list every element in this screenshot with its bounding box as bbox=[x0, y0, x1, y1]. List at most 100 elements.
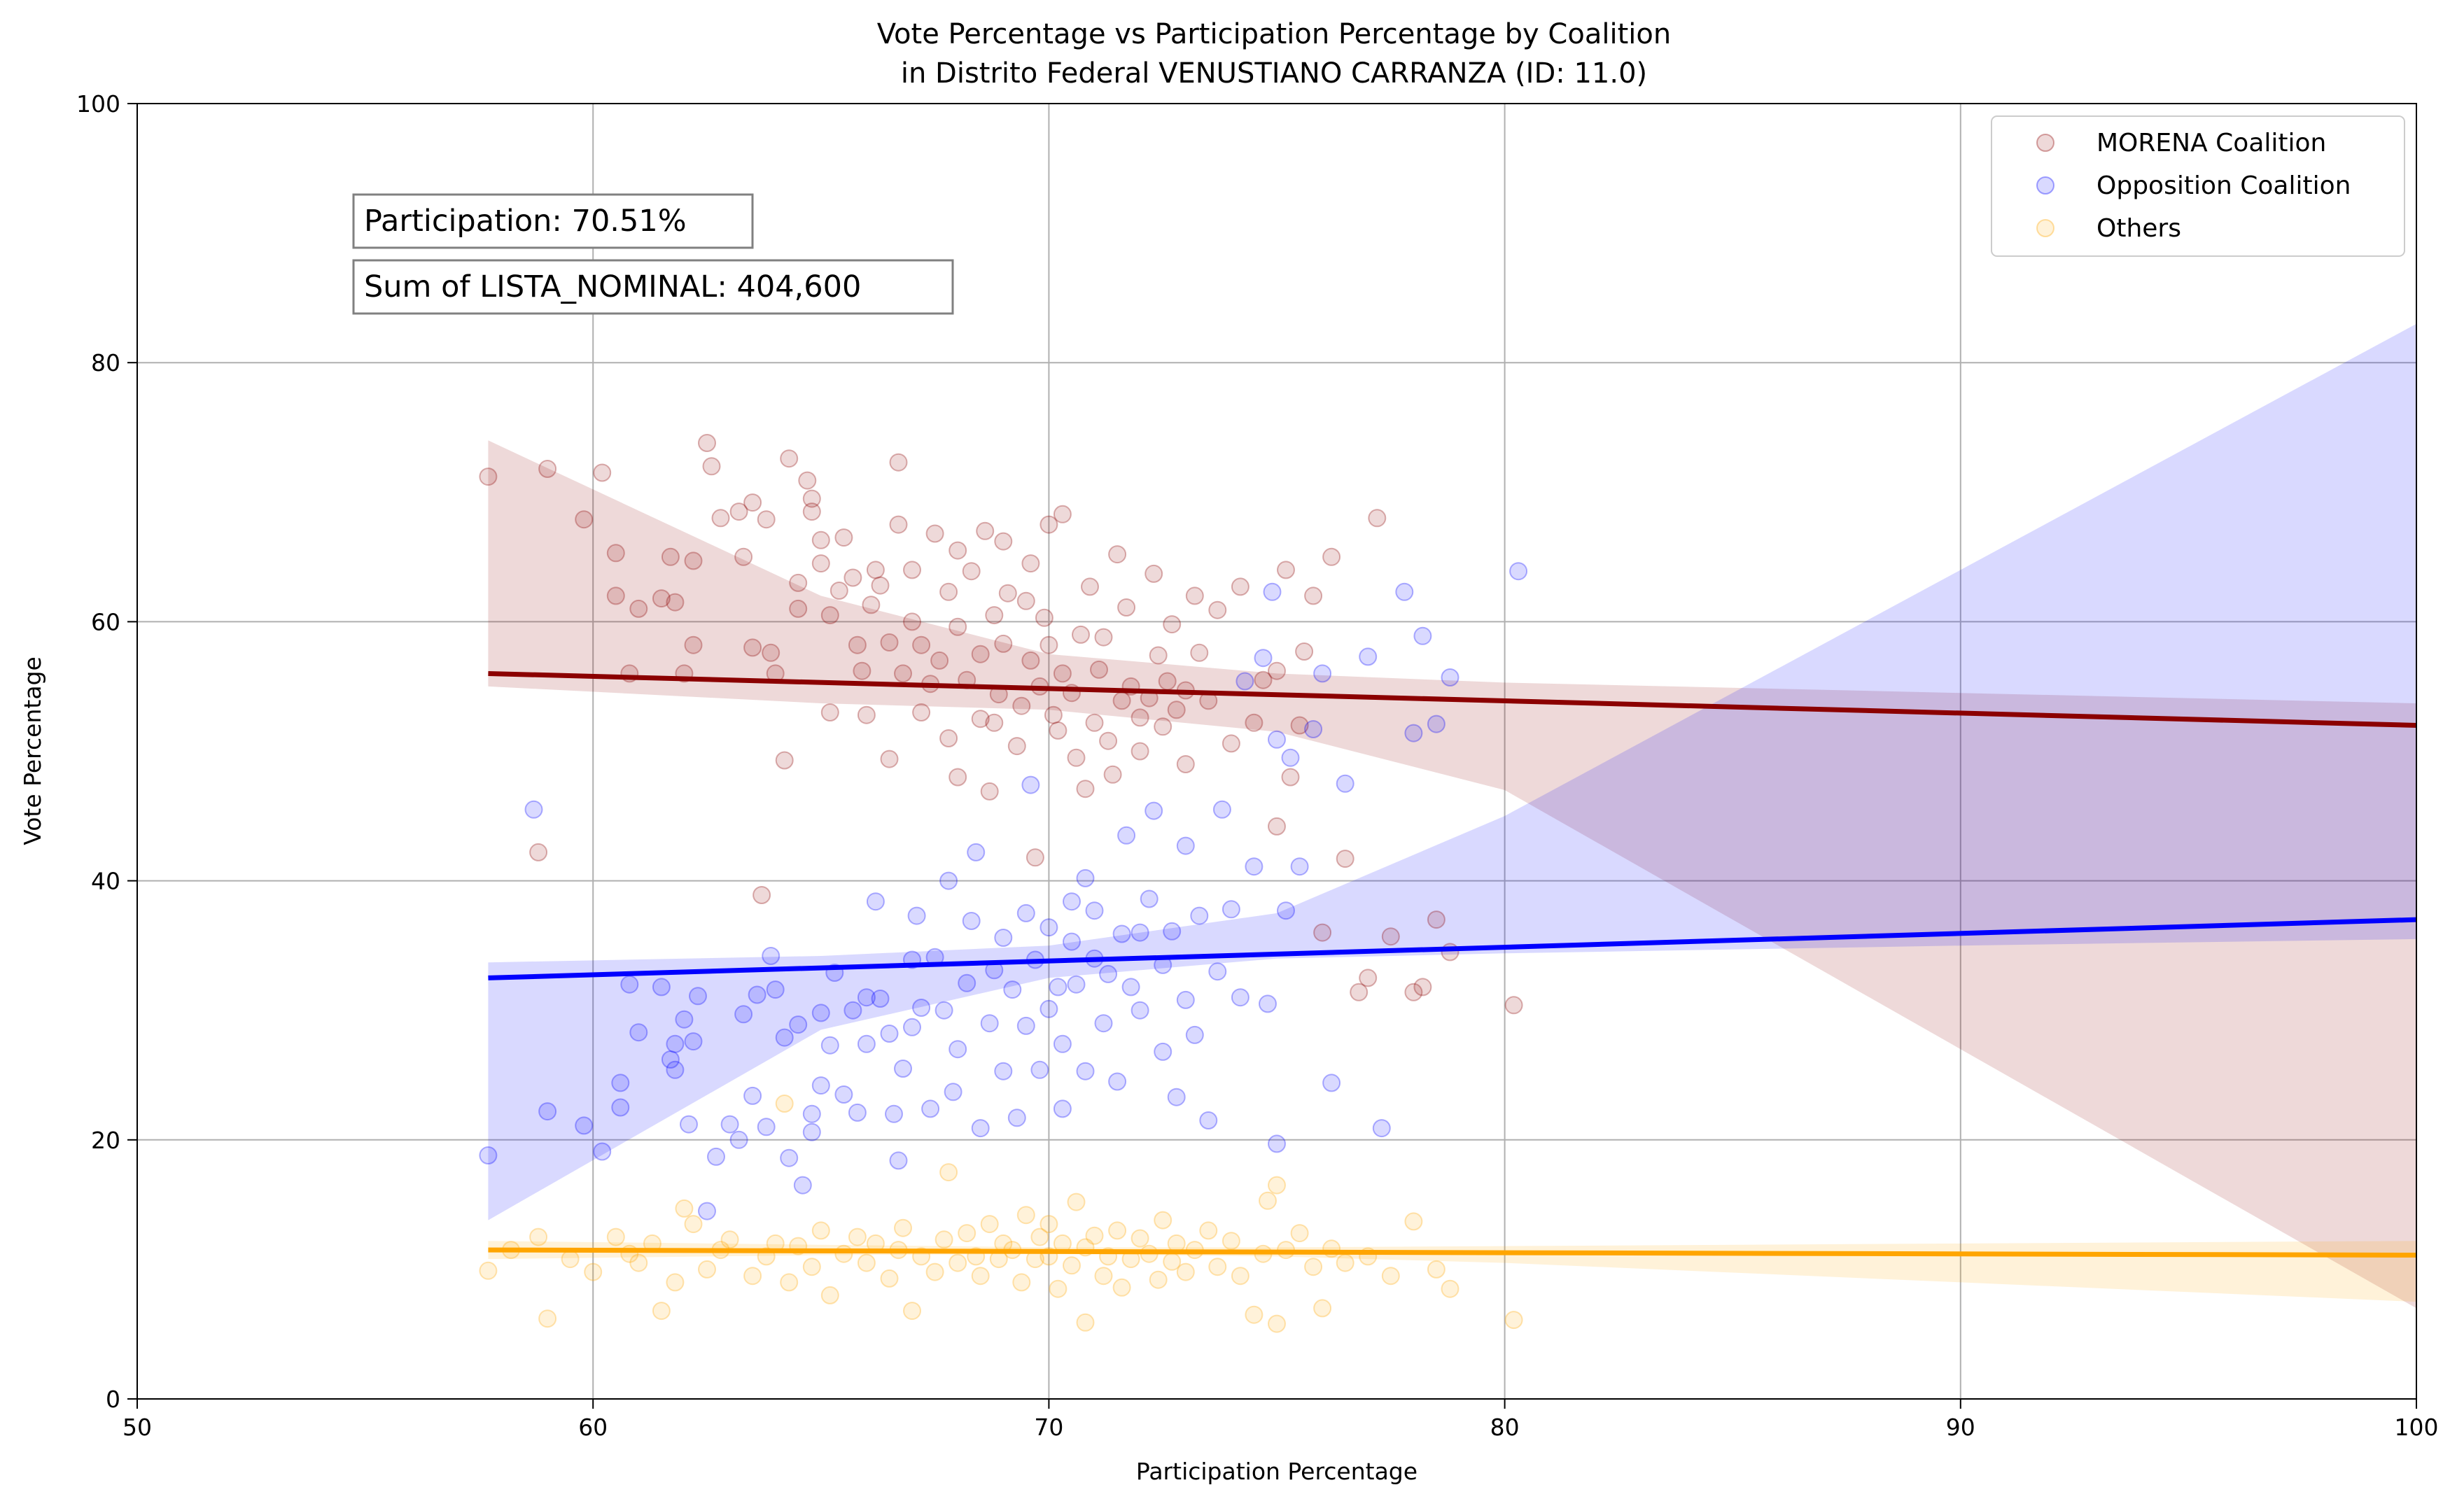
point-opposition-coalition bbox=[748, 985, 766, 1004]
point-others bbox=[629, 1253, 648, 1272]
point-opposition-coalition bbox=[1040, 918, 1058, 937]
point-others bbox=[652, 1302, 671, 1321]
point-opposition-coalition bbox=[757, 1118, 776, 1136]
chart-title-line-1: Vote Percentage vs Participation Percent… bbox=[877, 18, 1671, 50]
scatter-points bbox=[479, 434, 1528, 1333]
point-opposition-coalition bbox=[780, 1148, 799, 1167]
trend-line-opposition-coalition bbox=[488, 917, 2417, 980]
point-opposition-coalition bbox=[1130, 923, 1149, 942]
point-opposition-coalition bbox=[1030, 1060, 1049, 1079]
point-opposition-coalition bbox=[1063, 892, 1081, 911]
point-others bbox=[1313, 1299, 1332, 1318]
point-morena-coalition bbox=[1117, 598, 1136, 617]
point-others bbox=[1130, 1229, 1149, 1248]
point-morena-coalition bbox=[1158, 672, 1177, 691]
point-morena-coalition bbox=[1021, 554, 1040, 573]
point-morena-coalition bbox=[780, 449, 799, 468]
point-morena-coalition bbox=[912, 635, 931, 654]
y-tick-label: 40 bbox=[91, 868, 120, 895]
point-morena-coalition bbox=[1281, 768, 1300, 787]
point-morena-coalition bbox=[939, 729, 958, 747]
point-morena-coalition bbox=[1067, 748, 1086, 767]
point-morena-coalition bbox=[844, 568, 862, 587]
point-opposition-coalition bbox=[967, 843, 986, 861]
point-morena-coalition bbox=[1313, 923, 1332, 942]
point-morena-coalition bbox=[1185, 586, 1204, 605]
point-morena-coalition bbox=[976, 521, 995, 540]
point-morena-coalition bbox=[1144, 564, 1163, 583]
point-opposition-coalition bbox=[1199, 1111, 1218, 1130]
point-morena-coalition bbox=[948, 617, 967, 636]
point-morena-coalition bbox=[1304, 586, 1323, 605]
point-others bbox=[1067, 1192, 1086, 1211]
point-opposition-coalition bbox=[793, 1176, 812, 1195]
point-morena-coalition bbox=[998, 584, 1017, 603]
point-opposition-coalition bbox=[1007, 1109, 1026, 1127]
point-morena-coalition bbox=[894, 664, 912, 683]
point-morena-coalition bbox=[652, 589, 671, 608]
point-others bbox=[1381, 1267, 1400, 1286]
point-opposition-coalition bbox=[1085, 901, 1104, 920]
point-morena-coalition bbox=[889, 453, 908, 472]
point-others bbox=[1404, 1212, 1423, 1231]
point-opposition-coalition bbox=[1254, 649, 1273, 668]
point-morena-coalition bbox=[684, 635, 703, 654]
point-others bbox=[479, 1261, 498, 1280]
point-others bbox=[980, 1215, 999, 1234]
legend-marker-morena bbox=[2036, 134, 2054, 152]
point-others bbox=[1076, 1313, 1095, 1332]
point-morena-coalition bbox=[1016, 591, 1035, 610]
point-opposition-coalition bbox=[1167, 1088, 1186, 1106]
point-morena-coalition bbox=[811, 530, 830, 549]
point-others bbox=[1149, 1270, 1168, 1289]
point-morena-coalition bbox=[775, 751, 794, 770]
point-opposition-coalition bbox=[1063, 932, 1081, 951]
legend: MORENA Coalition Opposition Coalition Ot… bbox=[1991, 115, 2405, 257]
point-others bbox=[1154, 1211, 1172, 1230]
point-opposition-coalition bbox=[1076, 868, 1095, 887]
point-opposition-coalition bbox=[1144, 801, 1163, 820]
point-opposition-coalition bbox=[743, 1086, 762, 1105]
point-opposition-coalition bbox=[962, 912, 981, 930]
point-opposition-coalition bbox=[1413, 626, 1432, 645]
x-tick-label: 80 bbox=[1490, 1414, 1520, 1441]
y-tick-label: 20 bbox=[91, 1127, 120, 1154]
point-morena-coalition bbox=[1413, 978, 1432, 997]
point-others bbox=[958, 1224, 976, 1243]
point-opposition-coalition bbox=[524, 800, 543, 819]
point-others bbox=[1094, 1267, 1113, 1286]
annotation-participation-text: Participation: 70.51% bbox=[364, 204, 687, 239]
point-opposition-coalition bbox=[848, 1103, 867, 1122]
point-others bbox=[1208, 1258, 1227, 1276]
point-opposition-coalition bbox=[1304, 720, 1323, 738]
point-opposition-coalition bbox=[1108, 1072, 1127, 1091]
point-others bbox=[1245, 1305, 1264, 1324]
trend-line-others bbox=[488, 1247, 2417, 1258]
point-morena-coalition bbox=[757, 510, 776, 529]
point-morena-coalition bbox=[1190, 643, 1209, 662]
point-opposition-coalition bbox=[1154, 1042, 1172, 1061]
y-tick-label: 60 bbox=[91, 608, 120, 635]
point-opposition-coalition bbox=[934, 1001, 953, 1020]
point-others bbox=[684, 1215, 703, 1234]
point-opposition-coalition bbox=[1176, 836, 1195, 855]
point-morena-coalition bbox=[789, 599, 808, 618]
point-morena-coalition bbox=[994, 634, 1013, 653]
point-opposition-coalition bbox=[1049, 978, 1068, 997]
point-opposition-coalition bbox=[1231, 988, 1250, 1007]
point-opposition-coalition bbox=[1190, 906, 1209, 925]
point-morena-coalition bbox=[1504, 996, 1523, 1015]
point-opposition-coalition bbox=[684, 1032, 703, 1051]
point-morena-coalition bbox=[1094, 628, 1113, 647]
point-others bbox=[1504, 1311, 1523, 1330]
point-opposition-coalition bbox=[921, 1099, 940, 1118]
point-opposition-coalition bbox=[1112, 924, 1131, 943]
point-opposition-coalition bbox=[834, 1085, 853, 1104]
point-morena-coalition bbox=[629, 599, 648, 618]
point-morena-coalition bbox=[985, 713, 1004, 732]
point-morena-coalition bbox=[1322, 547, 1341, 566]
point-opposition-coalition bbox=[1021, 775, 1040, 794]
point-morena-coalition bbox=[871, 576, 890, 595]
point-others bbox=[1441, 1279, 1460, 1298]
point-opposition-coalition bbox=[1395, 582, 1414, 601]
